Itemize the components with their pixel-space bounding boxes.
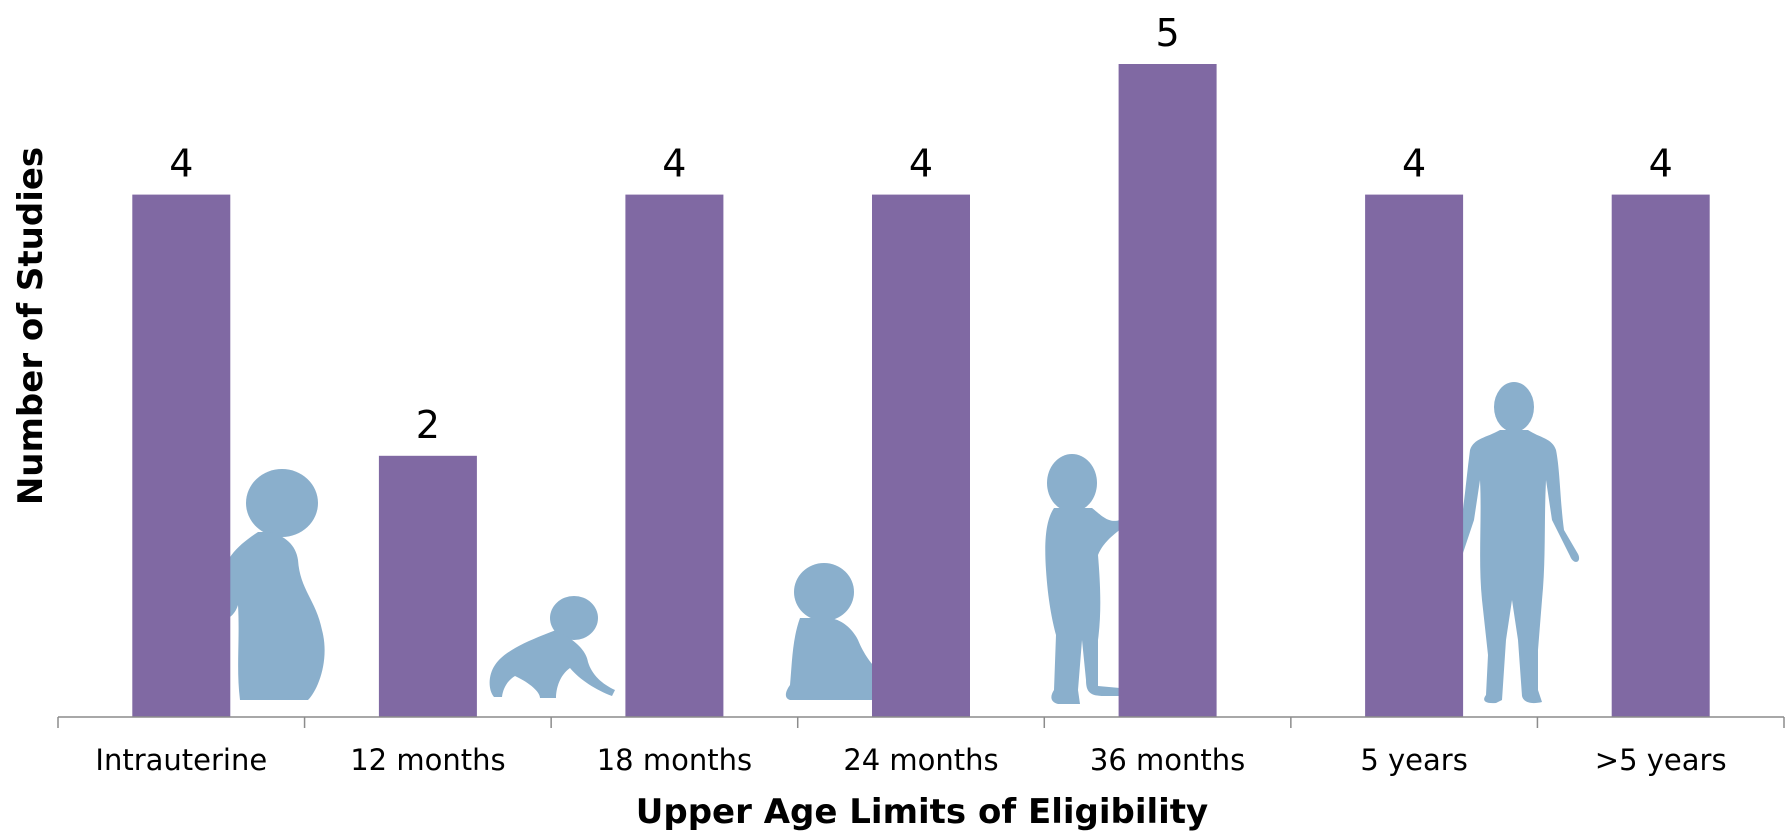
x-tick-label: 12 months xyxy=(350,743,505,777)
standing-toddler-silhouette-icon xyxy=(1045,454,1124,704)
bar-3 xyxy=(872,194,970,718)
bar-6 xyxy=(1611,194,1710,718)
silhouette-layer xyxy=(209,382,1580,704)
bar-2 xyxy=(625,194,724,718)
x-axis-title: Upper Age Limits of Eligibility xyxy=(636,792,1208,832)
crawling-baby-silhouette-icon xyxy=(489,596,615,698)
x-axis xyxy=(57,716,1785,728)
x-tick-label: Intrauterine xyxy=(95,743,267,777)
data-label: 4 xyxy=(1402,142,1426,186)
data-label: 5 xyxy=(1156,11,1180,55)
sitting-baby-silhouette-icon xyxy=(785,563,896,700)
data-label: 4 xyxy=(662,142,686,186)
bar-0 xyxy=(132,194,231,718)
data-label: 4 xyxy=(169,142,193,186)
data-label: 2 xyxy=(416,403,440,447)
x-tick-label: 18 months xyxy=(597,743,752,777)
bar-1 xyxy=(378,455,477,717)
adult-human-silhouette-icon xyxy=(1450,382,1580,704)
x-tick-label: 36 months xyxy=(1090,743,1245,777)
bar-5 xyxy=(1365,194,1464,718)
data-label-layer: 4 2 4 4 5 4 4 xyxy=(169,11,1673,447)
tick-label-layer: Intrauterine 12 months 18 months 24 months 3… xyxy=(95,743,1726,777)
data-label: 4 xyxy=(1649,142,1673,186)
x-tick-label: 24 months xyxy=(843,743,998,777)
bar-series xyxy=(132,64,1710,718)
y-axis-title: Number of Studies xyxy=(11,147,51,505)
data-label: 4 xyxy=(909,142,933,186)
x-tick-label: >5 years xyxy=(1595,743,1727,777)
x-tick-label: 5 years xyxy=(1360,743,1467,777)
bar-4 xyxy=(1118,64,1217,717)
pregnant-woman-silhouette-icon xyxy=(209,469,325,700)
